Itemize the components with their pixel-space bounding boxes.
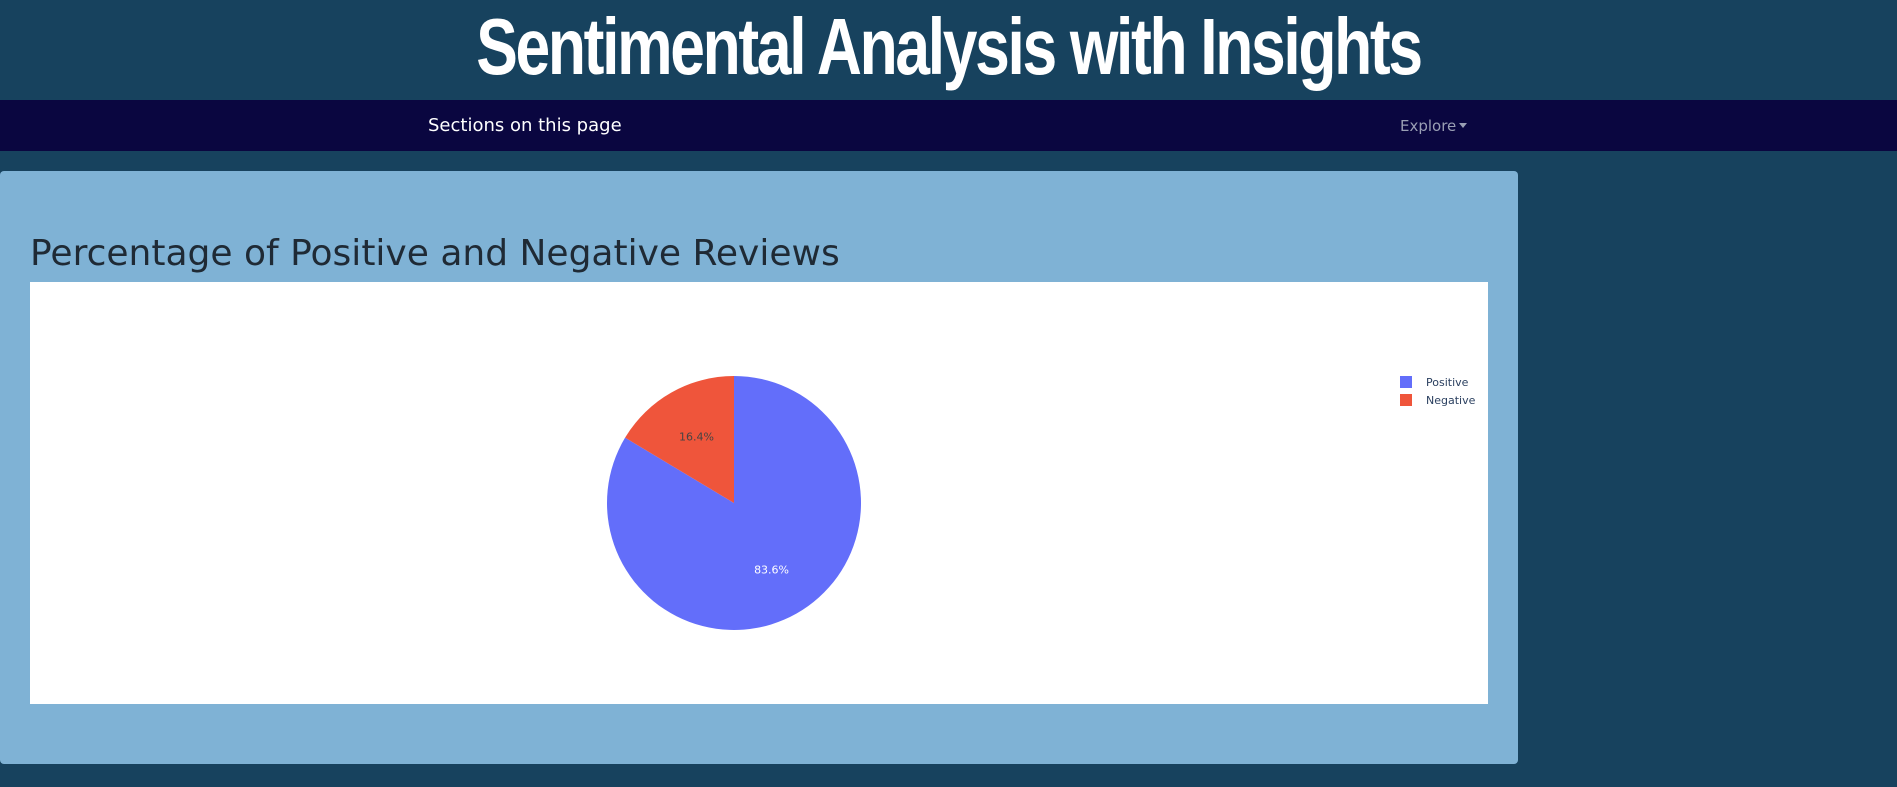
legend-item-positive[interactable]: Positive <box>1400 376 1469 389</box>
legend-item-negative[interactable]: Negative <box>1400 394 1476 407</box>
site-header: Sentimental Analysis with Insights <box>0 0 1897 100</box>
slice-label-negative: 16.4% <box>679 431 714 444</box>
explore-dropdown[interactable]: Explore <box>1400 117 1468 135</box>
legend-label-positive: Positive <box>1426 376 1469 389</box>
explore-label: Explore <box>1400 117 1457 135</box>
pie-slice-negative[interactable] <box>625 376 734 503</box>
legend-label-negative: Negative <box>1426 394 1476 407</box>
navbar: Sections on this page Explore <box>0 100 1897 151</box>
site-title: Sentimental Analysis with Insights <box>476 2 1423 91</box>
caret-down-icon <box>1459 123 1468 128</box>
chart-card: Percentage of Positive and Negative Revi… <box>0 171 1518 764</box>
pie-chart-container: 83.6% 16.4% Positive Negative <box>30 282 1488 704</box>
slice-label-positive: 83.6% <box>754 563 789 576</box>
pie-chart: 83.6% 16.4% Positive Negative <box>607 376 1476 630</box>
chart-heading: Percentage of Positive and Negative Revi… <box>30 233 840 274</box>
legend-swatch-positive <box>1400 376 1412 388</box>
legend-swatch-negative <box>1400 394 1412 406</box>
nav-sections-link[interactable]: Sections on this page <box>428 115 622 136</box>
